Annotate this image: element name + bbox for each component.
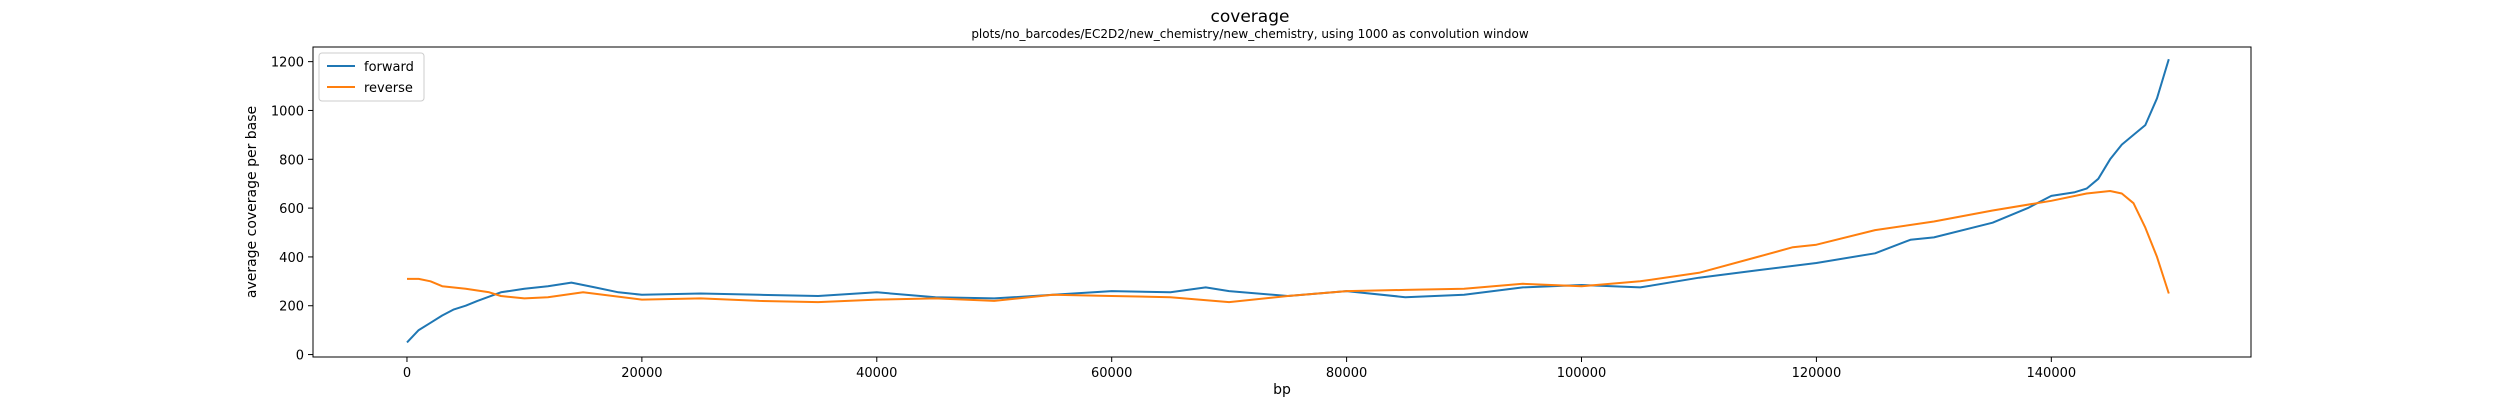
series-line-forward [406,58,2170,344]
chart-subtitle: plots/no_barcodes/EC2D2/new_chemistry/ne… [971,27,1529,41]
x-tick-label: 0 [403,366,411,381]
y-tick-label: 200 [279,300,304,315]
series-line-reverse [407,190,2170,304]
y-tick-label: 0 [296,349,304,364]
y-tick-label: 800 [279,153,304,168]
legend: forward reverse [318,52,425,102]
y-tick-label: 400 [279,251,304,266]
x-axis-label: bp [1273,382,1291,398]
x-tick-label: 20000 [621,366,662,381]
legend-reverse-label: reverse [364,81,413,96]
plot-area [406,58,2170,344]
x-tick-label: 80000 [1326,366,1367,381]
x-tick-label: 140000 [2027,366,2077,381]
y-tick-label: 1200 [271,56,304,71]
x-axis: 0 20000 40000 60000 80000 100000 120000 140000 [403,357,2076,381]
x-tick-label: 40000 [856,366,897,381]
x-tick-label: 60000 [1091,366,1132,381]
legend-forward-label: forward [364,60,414,75]
x-tick-label: 120000 [1792,366,1842,381]
y-axis-label: average coverage per base [244,106,260,298]
y-tick-label: 600 [279,202,304,217]
y-axis: 0 200 400 600 800 1000 1200 [271,56,313,364]
y-tick-label: 1000 [271,104,304,119]
x-tick-label: 100000 [1557,366,1607,381]
chart-title: coverage [1211,7,1290,27]
plot-frame [312,46,2252,358]
